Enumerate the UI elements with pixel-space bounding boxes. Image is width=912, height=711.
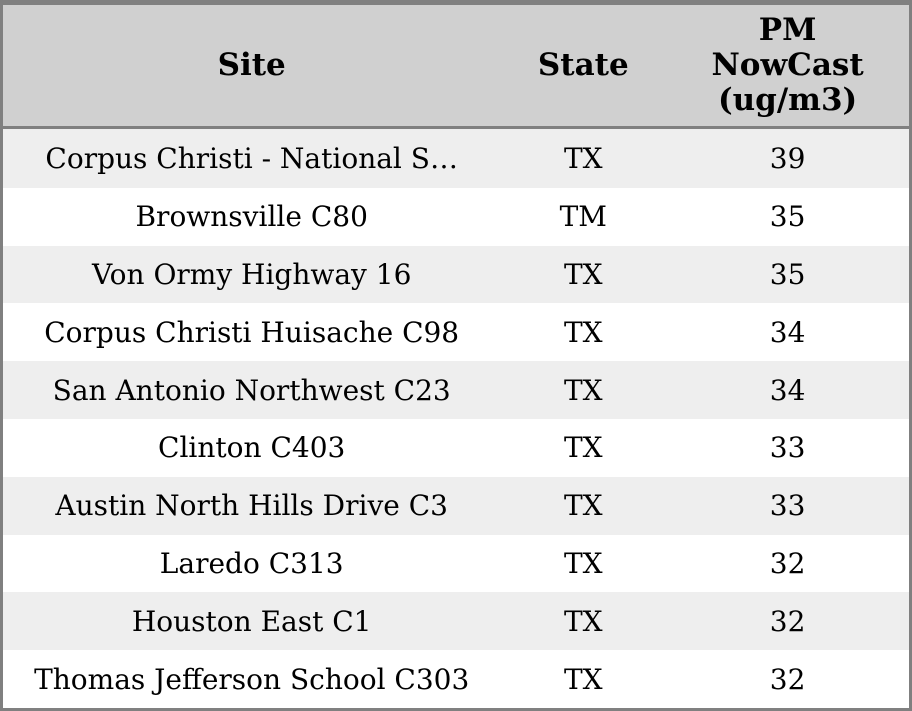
table-row: Austin North Hills Drive C3 TX 33 bbox=[3, 476, 909, 535]
column-header-state: State bbox=[500, 5, 667, 129]
table-row: Von Ormy Highway 16 TX 35 bbox=[3, 245, 909, 304]
table-row: San Antonio Northwest C23 TX 34 bbox=[3, 361, 909, 420]
table-header: Site State PM NowCast (ug/m3) bbox=[3, 5, 909, 129]
value-cell: 34 bbox=[769, 315, 806, 349]
table-row: Houston East C1 TX 32 bbox=[3, 592, 909, 651]
table-row: Clinton C403 TX 33 bbox=[3, 419, 909, 477]
state-cell: TX bbox=[563, 258, 603, 292]
value-cell: 32 bbox=[769, 662, 806, 696]
column-header-site: Site bbox=[3, 5, 501, 129]
pm-nowcast-table: Site State PM NowCast (ug/m3) Corpus Chr… bbox=[3, 5, 909, 708]
site-cell: Thomas Jefferson School C303 bbox=[34, 662, 470, 696]
value-cell: 34 bbox=[769, 373, 806, 407]
table-row: Brownsville C80 TM 35 bbox=[3, 187, 909, 246]
site-cell: San Antonio Northwest C23 bbox=[52, 373, 451, 407]
value-cell: 35 bbox=[769, 200, 806, 234]
value-cell: 32 bbox=[769, 546, 806, 580]
site-cell: Clinton C403 bbox=[158, 431, 346, 465]
state-cell: TX bbox=[563, 604, 603, 638]
site-cell: Von Ormy Highway 16 bbox=[92, 258, 412, 292]
value-cell: 33 bbox=[769, 431, 806, 465]
state-cell: TX bbox=[563, 373, 603, 407]
table-row: Corpus Christi Huisache C98 TX 34 bbox=[3, 303, 909, 362]
site-cell: Brownsville C80 bbox=[135, 200, 368, 234]
value-cell: 33 bbox=[769, 489, 806, 523]
table-row: Corpus Christi - National S… TX 39 bbox=[3, 127, 909, 188]
site-cell: Houston East C1 bbox=[131, 604, 372, 638]
state-cell: TX bbox=[563, 431, 603, 465]
table-row: Thomas Jefferson School C303 TX 32 bbox=[3, 650, 909, 708]
table-body: Corpus Christi - National S… TX 39 Brown… bbox=[3, 127, 909, 708]
state-cell: TX bbox=[563, 489, 603, 523]
site-cell: Austin North Hills Drive C3 bbox=[55, 489, 448, 523]
site-cell: Corpus Christi Huisache C98 bbox=[44, 315, 460, 349]
value-cell: 39 bbox=[769, 141, 806, 175]
value-cell: 35 bbox=[769, 258, 806, 292]
value-cell: 32 bbox=[769, 604, 806, 638]
state-cell: TX bbox=[563, 662, 603, 696]
site-cell: Laredo C313 bbox=[159, 546, 344, 580]
site-cell: Corpus Christi - National S… bbox=[45, 141, 458, 175]
state-cell: TX bbox=[563, 315, 603, 349]
state-cell: TX bbox=[563, 546, 603, 580]
state-cell: TX bbox=[563, 141, 603, 175]
state-cell: TM bbox=[559, 200, 607, 234]
column-header-pm-nowcast: PM NowCast (ug/m3) bbox=[666, 5, 909, 129]
header-row: Site State PM NowCast (ug/m3) bbox=[3, 5, 909, 129]
table-row: Laredo C313 TX 32 bbox=[3, 534, 909, 593]
